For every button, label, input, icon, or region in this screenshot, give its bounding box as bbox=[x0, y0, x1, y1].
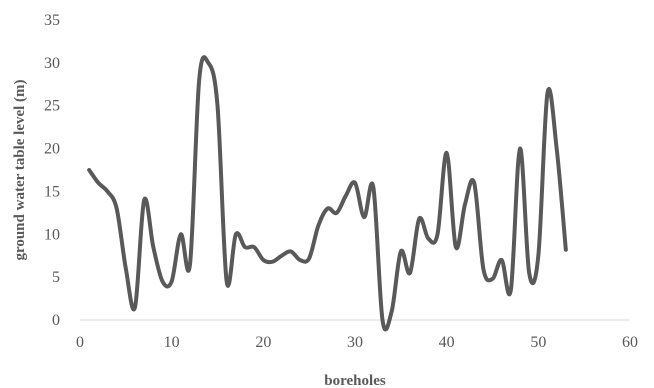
x-tick-label: 50 bbox=[530, 334, 546, 351]
series-line bbox=[87, 55, 568, 332]
y-tick-label: 20 bbox=[44, 141, 60, 158]
x-axis-title: boreholes bbox=[324, 373, 386, 388]
x-tick-label: 40 bbox=[439, 334, 455, 351]
y-tick-label: 5 bbox=[52, 269, 60, 286]
series-layer bbox=[87, 55, 568, 332]
y-tick-label: 35 bbox=[44, 12, 60, 29]
y-tick-label: 10 bbox=[44, 226, 60, 243]
x-tick-label: 20 bbox=[255, 334, 271, 351]
y-tick-label: 15 bbox=[44, 183, 60, 200]
x-tick-label: 60 bbox=[622, 334, 638, 351]
y-tick-label: 25 bbox=[44, 98, 60, 115]
y-tick-label: 0 bbox=[52, 312, 60, 329]
x-tick-label: 30 bbox=[347, 334, 363, 351]
y-axis-title: ground water table level (m) bbox=[12, 79, 28, 260]
x-tick-label: 0 bbox=[76, 334, 84, 351]
y-tick-label: 30 bbox=[44, 55, 60, 72]
x-tick-labels: 0 10 20 30 40 50 60 bbox=[76, 334, 638, 351]
y-tick-labels: 0 5 10 15 20 25 30 35 bbox=[44, 12, 60, 329]
x-tick-label: 10 bbox=[164, 334, 180, 351]
